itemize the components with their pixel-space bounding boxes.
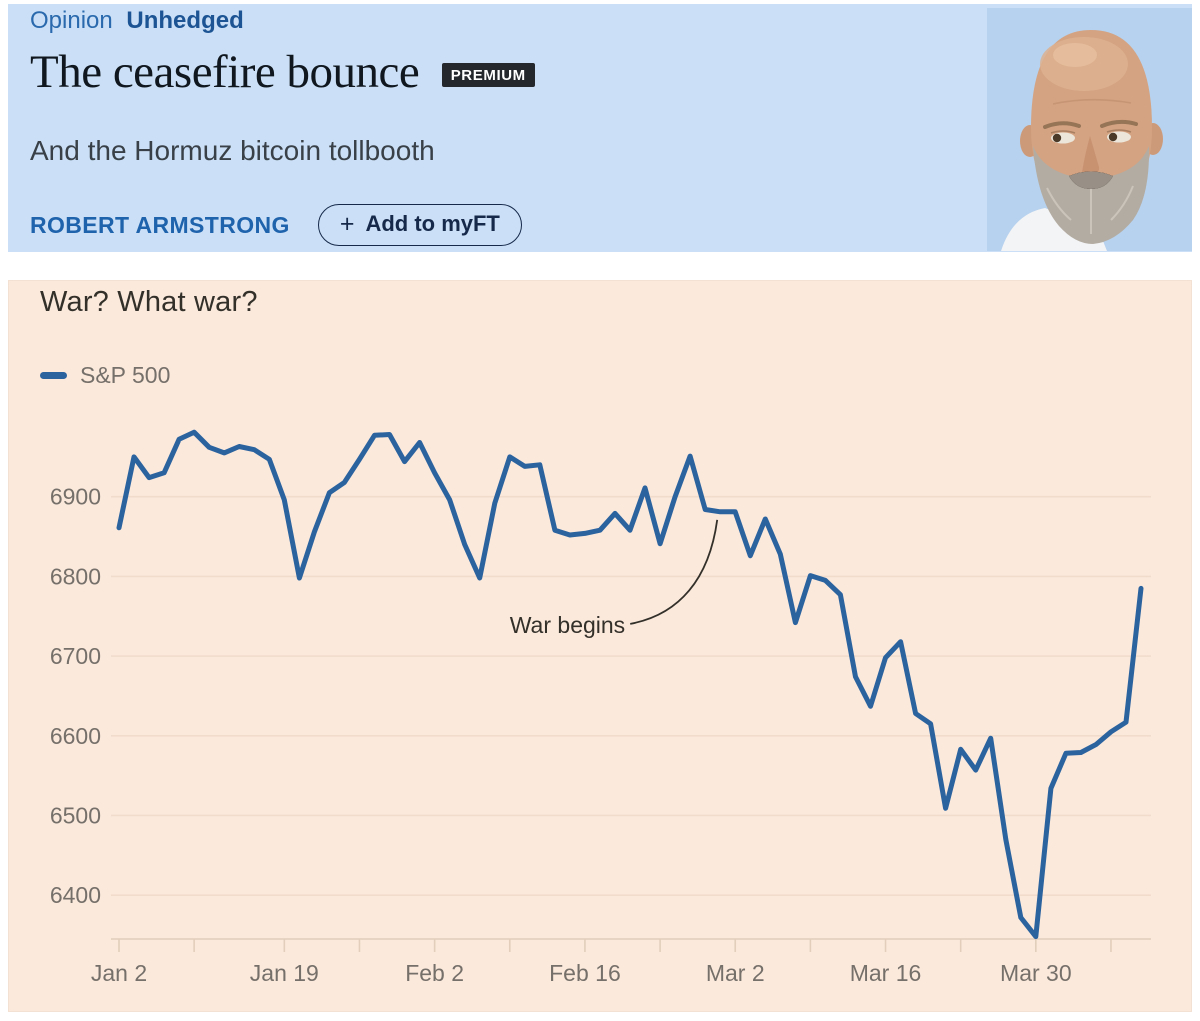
section-link-opinion[interactable]: Opinion [30,7,113,34]
author-link[interactable]: ROBERT ARMSTRONG [30,211,290,238]
premium-badge: PREMIUM [441,63,535,87]
sp500-legend-swatch [40,372,67,379]
breadcrumb: Opinion Unhedged [30,6,244,36]
brand-link-unhedged[interactable]: Unhedged [126,7,244,34]
war-begins-annotation: War begins [510,612,625,638]
x-axis-label: Mar 30 [1000,960,1072,986]
article-header: Opinion Unhedged The ceasefire bounce PR… [8,4,1192,252]
author-row: ROBERT ARMSTRONG + Add to myFT [30,204,522,246]
y-axis-label: 6600 [50,723,101,749]
iris [1108,132,1118,142]
author-portrait [987,8,1192,251]
add-to-myft-label: Add to myFT [365,211,500,236]
y-axis-label: 6400 [50,882,101,908]
eyebrow [1043,121,1081,129]
chart-title: War? What war? [40,286,258,318]
x-axis-label: Jan 19 [250,960,319,986]
beard-texture [1046,185,1134,234]
x-axis-label: Mar 16 [850,960,922,986]
sp500-line-chart: 6900 6800 6700 6600 6500 6400 Jan 2 Jan 19 Feb 2… [50,429,1151,986]
eyebrow [1100,119,1138,128]
sp500-legend-label: S&P 500 [80,362,171,388]
eyelid [1050,130,1076,134]
x-axis-label: Feb 16 [549,960,621,986]
headline-row: The ceasefire bounce PREMIUM [30,46,535,98]
add-to-myft-button[interactable]: + Add to myFT [317,204,522,246]
nose [1082,136,1100,175]
sp500-line [116,429,1144,940]
eyelid [1106,129,1132,133]
iris [1052,133,1062,143]
forehead-crease [1052,98,1132,105]
y-axis-label: 6900 [50,484,101,510]
war-begins-pointer [630,519,719,625]
x-axis-label: Mar 2 [706,960,765,986]
x-axis-label: Feb 2 [405,960,464,986]
chart-panel: War? What war? S&P 500 6900 6800 6700 6600 6… [8,280,1192,1012]
scalp-highlight [1053,43,1097,67]
mustache [1069,171,1113,189]
chart-legend: S&P 500 [40,362,170,389]
page-title: The ceasefire bounce [30,46,420,98]
y-axis-label: 6500 [50,802,101,828]
article-subtitle: And the Hormuz bitcoin tollbooth [30,135,435,166]
plus-icon: + [339,210,355,238]
y-axis-label: 6800 [50,563,101,589]
x-axis-label: Jan 2 [91,960,147,986]
y-axis-label: 6700 [50,643,101,669]
